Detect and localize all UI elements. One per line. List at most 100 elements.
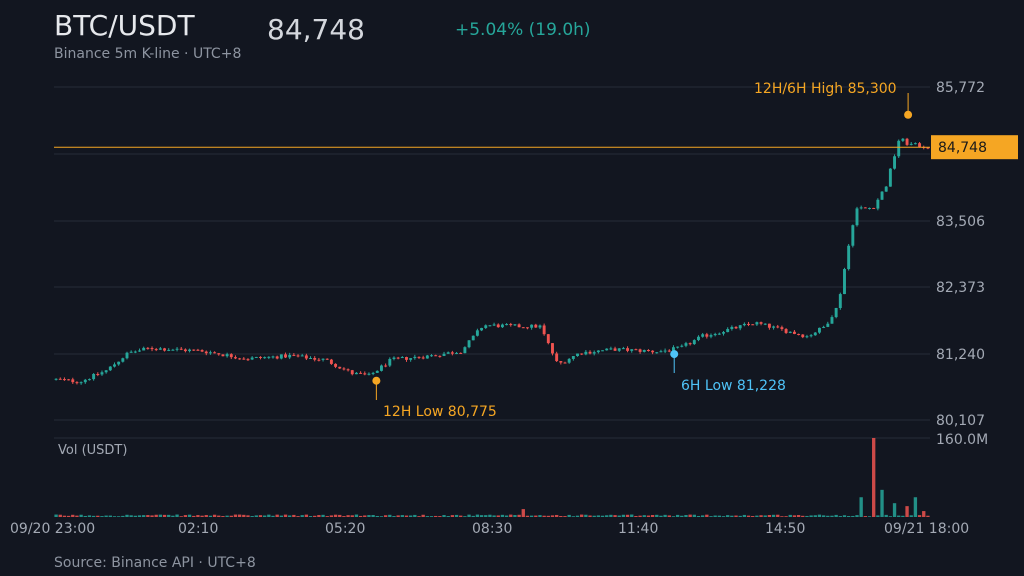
volume-bar	[283, 514, 288, 517]
volume-bar	[813, 515, 817, 517]
candle-body	[359, 372, 363, 374]
candle-body	[909, 143, 913, 145]
volume-bar	[379, 516, 384, 517]
volume-bar	[367, 515, 371, 517]
candle-body	[588, 351, 592, 354]
volume-bar	[488, 514, 492, 517]
volume-bar	[154, 514, 158, 517]
volume-bar	[179, 516, 183, 517]
volume-bar	[129, 515, 133, 517]
volume-bar	[200, 515, 204, 517]
candle-body	[133, 351, 137, 353]
candle-body	[425, 355, 429, 359]
candle-body	[500, 324, 504, 328]
volume-bar	[705, 514, 709, 517]
candle-body	[692, 340, 696, 345]
candle-body	[872, 207, 876, 209]
volume-bar	[805, 515, 809, 517]
volume-bar	[258, 515, 263, 517]
candle-body	[801, 334, 805, 338]
candle-body	[826, 323, 830, 327]
volume-bar	[475, 514, 480, 517]
volume-bar	[313, 515, 317, 517]
candle-body	[847, 245, 851, 270]
candle-body	[722, 332, 725, 334]
candle-body	[809, 335, 813, 337]
volume-bar	[504, 515, 509, 517]
volume-bar	[171, 515, 175, 517]
x-tick-label: 09/21 18:00	[884, 521, 969, 537]
candle-body	[313, 357, 317, 360]
volume-bar	[321, 514, 325, 517]
volume-bar	[913, 497, 918, 517]
candle-body	[434, 355, 438, 357]
annotation-marker	[372, 376, 381, 385]
volume-bar	[796, 515, 801, 517]
candle-body	[388, 358, 392, 366]
candle-body	[542, 325, 546, 335]
volume-bar	[137, 515, 142, 517]
volume-bar	[880, 489, 884, 517]
volume-bar	[338, 514, 342, 517]
candle-body	[417, 356, 421, 358]
candle-body	[463, 347, 467, 354]
volume-bar	[917, 515, 922, 517]
volume-bar	[821, 515, 826, 517]
volume-bar	[358, 515, 363, 517]
candle-body	[58, 378, 62, 380]
candle-body	[430, 355, 433, 357]
candle-body	[626, 348, 630, 351]
candle-body	[630, 349, 634, 351]
volume-bar	[888, 516, 893, 517]
candle-body	[342, 368, 346, 370]
candle-body	[792, 331, 796, 334]
volume-bar	[584, 514, 588, 517]
volume-bar	[375, 515, 379, 517]
candle-body	[179, 348, 183, 350]
volume-bar	[684, 515, 688, 517]
volume-bar	[279, 515, 284, 517]
volume-bar	[446, 516, 450, 517]
volume-bar	[162, 514, 167, 517]
volume-bar	[663, 514, 667, 517]
price-change: +5.04% (19.0h)	[455, 20, 591, 40]
volume-bar	[329, 515, 334, 517]
candle-body	[730, 326, 734, 330]
candle-body	[254, 356, 258, 358]
candle-body	[571, 356, 575, 359]
volume-bar	[613, 515, 617, 517]
candle-body	[142, 347, 146, 351]
candle-body	[893, 156, 897, 169]
candle-body	[772, 326, 776, 328]
volume-bar	[575, 515, 580, 517]
candle-body	[267, 356, 271, 358]
candle-body	[584, 351, 588, 355]
candle-body	[292, 354, 296, 356]
candle-body	[767, 323, 771, 328]
candle-body	[317, 359, 321, 361]
candle-body	[868, 207, 871, 209]
candle-body	[680, 345, 684, 347]
candle-body	[913, 143, 917, 145]
volume-bar	[400, 515, 404, 517]
candle-body	[788, 331, 792, 333]
candle-body	[421, 357, 425, 359]
volume-bar	[826, 515, 830, 517]
x-tick-label: 02:10	[178, 521, 218, 537]
candle-body	[784, 329, 788, 333]
candle-body	[638, 349, 642, 352]
volume-bar	[233, 514, 238, 517]
volume-bar	[333, 514, 338, 517]
volume-bar	[275, 514, 279, 517]
volume-bar	[830, 515, 834, 517]
candle-body	[154, 349, 158, 351]
volume-bar	[863, 516, 868, 517]
volume-bar	[304, 514, 309, 517]
volume-bar	[901, 515, 905, 517]
volume-bar	[371, 515, 375, 517]
candle-body	[655, 352, 659, 354]
volume-bar	[142, 515, 146, 517]
volume-bar	[225, 515, 229, 517]
volume-bar	[383, 515, 388, 517]
